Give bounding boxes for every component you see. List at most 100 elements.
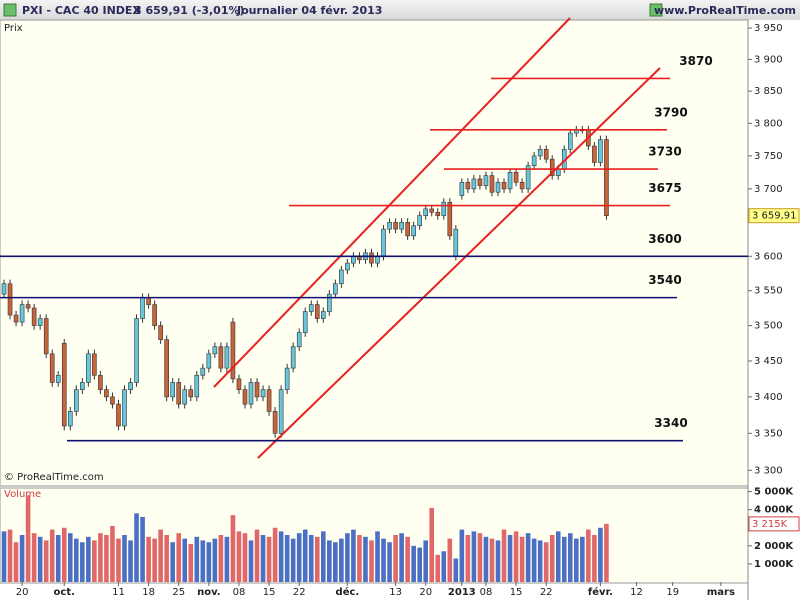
- candle-body: [501, 181, 507, 190]
- candle-body: [146, 297, 151, 305]
- volume-bar: [369, 540, 374, 582]
- level-label: 3540: [648, 273, 681, 287]
- candle-body: [405, 222, 410, 237]
- volume-bar: [435, 554, 441, 582]
- candle-body: [206, 353, 212, 369]
- volume-bar: [327, 540, 332, 582]
- header-bar: [0, 0, 800, 20]
- y-tick-label: 3 400: [754, 392, 783, 403]
- candle-body: [592, 145, 597, 163]
- candle-body: [495, 181, 501, 193]
- header-icon: [649, 3, 663, 17]
- x-tick-label: oct.: [54, 587, 75, 598]
- candle-body: [61, 342, 67, 427]
- volume-bar: [519, 536, 525, 582]
- candle-body: [37, 318, 43, 326]
- volume-bar: [320, 531, 326, 582]
- candle-body: [471, 178, 477, 190]
- candle-body: [339, 269, 344, 285]
- y-tick-label: 3 900: [754, 54, 783, 65]
- level-label: 3730: [648, 145, 681, 159]
- volume-bar: [116, 538, 121, 582]
- volume-bar: [224, 536, 230, 582]
- source: www.ProRealTime.com: [654, 4, 796, 17]
- candle-body: [242, 389, 248, 405]
- volume-bar: [387, 542, 392, 582]
- candle-body: [230, 321, 236, 380]
- volume-bar: [393, 535, 398, 582]
- candle-body: [31, 307, 37, 326]
- level-label: 3870: [679, 54, 712, 68]
- y-tick-label: 3 600: [754, 251, 783, 262]
- volume-bar: [134, 513, 139, 582]
- volume-bar: [333, 542, 338, 582]
- y-tick-label: 5 000K: [754, 487, 794, 498]
- volume-bar: [339, 538, 344, 582]
- candle-body: [55, 374, 61, 383]
- level-label: 3675: [648, 181, 681, 195]
- candle-body: [465, 181, 471, 190]
- candle-body: [489, 175, 495, 193]
- volume-bar: [501, 529, 507, 582]
- candle-body: [477, 178, 483, 186]
- volume-bar: [266, 536, 272, 582]
- candle-body: [320, 311, 326, 319]
- candle-body: [19, 304, 25, 323]
- volume-bar: [574, 538, 579, 582]
- candle-body: [453, 228, 459, 257]
- volume-bar: [543, 542, 549, 582]
- last-volume-box: [748, 516, 800, 532]
- x-tick-label: 18: [142, 587, 155, 598]
- volume-bar: [25, 495, 31, 582]
- volume-bar: [417, 547, 422, 582]
- volume-bar: [290, 538, 296, 582]
- candle-body: [176, 382, 182, 405]
- volume-bar: [74, 538, 79, 582]
- candle-body: [1, 283, 7, 295]
- candle-body: [507, 172, 513, 190]
- candle-body: [417, 215, 422, 227]
- volume-bar: [37, 536, 43, 582]
- volume-bar: [1, 531, 7, 582]
- volume-bar: [98, 533, 103, 582]
- candle-body: [122, 389, 127, 427]
- x-tick-label: 08: [233, 587, 246, 598]
- volume-bar: [248, 540, 254, 582]
- y-tick-label: 3 300: [754, 465, 783, 476]
- candle-body: [278, 389, 284, 434]
- volume-bar: [242, 533, 248, 582]
- volume-bar: [7, 529, 13, 582]
- candle-body: [531, 155, 537, 167]
- chart-subtitle: 3 659,91 (-3,01%): [134, 4, 245, 17]
- y-tick-label: 3 850: [754, 86, 783, 97]
- volume-bar: [314, 536, 320, 582]
- last-price-label: 3 659,91: [752, 211, 797, 222]
- candle-body: [308, 304, 314, 312]
- volume-bar: [507, 535, 513, 582]
- candle-body: [266, 389, 272, 412]
- y-tick-label: 3 700: [754, 184, 783, 195]
- candle-body: [555, 168, 561, 176]
- candle-body: [248, 382, 254, 405]
- volume-bar: [13, 542, 19, 582]
- y-tick-label: 3 550: [754, 286, 783, 297]
- volume-bar: [604, 523, 609, 582]
- x-tick-label: 15: [510, 587, 523, 598]
- x-tick-label: févr.: [588, 586, 613, 598]
- candle-body: [302, 311, 308, 333]
- volume-bar: [363, 536, 368, 582]
- volume-bar: [182, 538, 188, 582]
- volume-bar: [411, 545, 416, 582]
- trend-line: [213, 17, 571, 388]
- volume-bar: [260, 535, 266, 582]
- price-panel: [0, 19, 749, 487]
- volume-bar: [110, 525, 115, 582]
- volume-bar: [31, 533, 37, 582]
- x-tick-label: nov.: [197, 587, 221, 598]
- volume-bar: [176, 533, 182, 582]
- candle-body: [604, 139, 609, 216]
- candle-body: [393, 222, 398, 230]
- candle-body: [7, 283, 13, 316]
- x-tick-label: 08: [480, 587, 493, 598]
